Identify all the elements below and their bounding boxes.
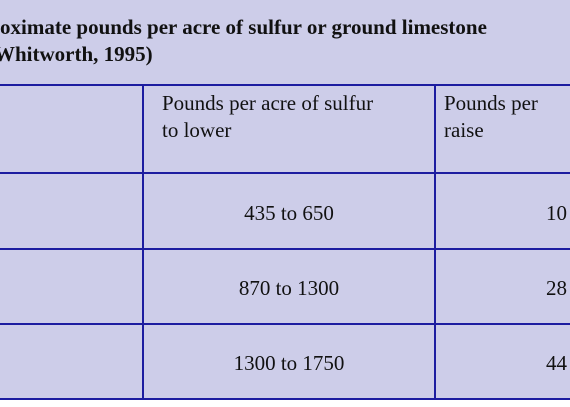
table-cell: 1300 to 1750 [233, 351, 345, 375]
table-cell: 10 [546, 201, 567, 225]
caption-line: Whitworth, 1995) [0, 42, 153, 66]
table-cell: 870 to 1300 [238, 276, 340, 300]
column-header: Pounds per [444, 91, 538, 115]
rule [0, 248, 570, 250]
table-cell: 44 [546, 351, 567, 375]
column-header: raise [444, 118, 484, 142]
column-header: to lower [162, 118, 232, 142]
rule [0, 323, 570, 325]
rule [0, 398, 570, 400]
rule [434, 85, 436, 400]
table-cell: 435 to 650 [244, 201, 334, 225]
table-cell: 28 [546, 276, 567, 300]
rule [0, 84, 570, 86]
rule [0, 172, 570, 174]
caption-line: oximate pounds per acre of sulfur or gro… [0, 15, 487, 39]
column-header: Pounds per acre of sulfur [162, 91, 374, 115]
rule [142, 85, 144, 400]
